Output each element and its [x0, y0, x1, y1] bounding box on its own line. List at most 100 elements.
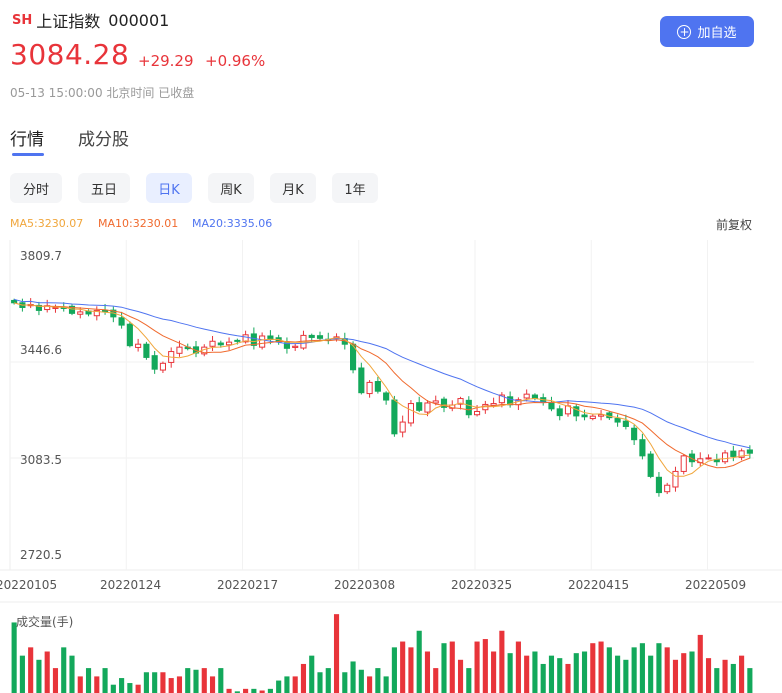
volume-bar	[300, 663, 307, 693]
volume-bar	[135, 684, 141, 693]
volume-label: 成交量(手)	[16, 615, 74, 629]
stock-name: 上证指数	[36, 12, 101, 31]
candle-body	[465, 399, 472, 416]
volume-bar	[276, 680, 282, 693]
candle-body	[730, 450, 737, 457]
volume-bar	[367, 676, 373, 693]
volume-bar	[127, 683, 133, 693]
volume-bar	[267, 688, 273, 693]
candle-body	[151, 355, 158, 370]
tab-active-indicator	[12, 153, 44, 156]
volume-bar	[193, 669, 199, 693]
volume-bar	[358, 669, 364, 693]
candle-body	[316, 335, 324, 339]
volume-bar	[631, 647, 637, 693]
volume-bar	[466, 668, 472, 693]
volume-bar	[400, 641, 406, 693]
volume-bar	[474, 641, 480, 693]
volume-bar	[457, 659, 464, 693]
y-tick-label: 3083.5	[20, 453, 62, 467]
candle-body	[242, 334, 249, 343]
volume-bar	[433, 668, 439, 693]
add-watchlist-label: 加自选	[697, 26, 737, 41]
volume-bar	[143, 672, 149, 693]
volume-bar	[491, 651, 497, 693]
volume-bar	[209, 676, 216, 693]
volume-bar	[110, 684, 116, 693]
candle-body	[68, 305, 76, 314]
candle-body	[93, 309, 100, 317]
candle-body	[631, 427, 638, 441]
volume-bar	[515, 641, 521, 693]
period-5day-button[interactable]: 五日	[78, 173, 130, 203]
volume-bar	[482, 639, 488, 693]
volume-bar	[697, 634, 703, 693]
volume-bar	[85, 668, 92, 693]
stock-code: 000001	[108, 10, 170, 30]
volume-bar	[416, 630, 422, 693]
volume-bar	[152, 672, 158, 693]
candle-body	[283, 342, 290, 349]
candle-body	[358, 367, 365, 394]
volume-bar	[548, 655, 555, 693]
volume-bar	[747, 668, 753, 693]
period-intraday-button[interactable]: 分时	[10, 173, 62, 203]
candle-body	[664, 484, 671, 493]
quote-time: 05-13 15:00:00 北京时间 已收盘	[10, 86, 195, 100]
volume-bar	[11, 622, 17, 693]
volume-bar	[292, 676, 298, 693]
volume-bar	[201, 668, 207, 693]
volume-bar	[565, 663, 571, 693]
y-tick-label: 3809.7	[20, 249, 62, 263]
candle-body	[126, 323, 133, 347]
candle-body	[159, 362, 166, 371]
volume-bar	[739, 655, 745, 693]
candle-body	[52, 306, 59, 309]
candle-body	[416, 402, 423, 411]
volume-bar	[672, 659, 679, 693]
volume-bar	[639, 643, 645, 693]
candle-body	[226, 341, 233, 346]
volume-bar	[77, 676, 83, 693]
candle-body	[440, 398, 448, 408]
ma20-line	[13, 298, 751, 449]
period-1year-button[interactable]: 1年	[332, 173, 378, 203]
period-weekly-button[interactable]: 周K	[208, 173, 254, 203]
kline-chart[interactable]: 3809.7 3446.6 3083.5 2720.5 20220105 20220124…	[0, 240, 782, 693]
volume-bar	[28, 647, 34, 693]
volume-bar	[52, 668, 59, 693]
candle-body	[746, 449, 753, 454]
candle-body	[292, 345, 299, 348]
candle-body	[622, 420, 629, 427]
volume-bar	[383, 676, 389, 693]
volume-bar	[606, 647, 612, 693]
volume-bar	[375, 668, 381, 693]
candle-body	[11, 299, 18, 304]
candle-body	[234, 339, 241, 342]
tab-quote[interactable]: 行情	[10, 130, 44, 150]
candle-body	[209, 340, 216, 347]
candle-body	[490, 403, 497, 406]
ma20-label: MA20:3335.06	[192, 217, 273, 230]
volume-bar	[656, 643, 662, 693]
volume-bar	[441, 643, 447, 693]
volume-bar	[325, 668, 331, 693]
candle-body	[548, 402, 555, 410]
adjust-mode-button[interactable]: 前复权	[716, 218, 753, 232]
volume-bar	[342, 672, 348, 693]
volume-bar	[449, 641, 455, 693]
ma10-line	[13, 302, 751, 469]
volume-bar	[391, 647, 397, 693]
price-change: +29.29	[138, 52, 194, 70]
volume-bar	[44, 651, 50, 693]
volume-bar	[218, 668, 224, 693]
volume-bar	[176, 676, 183, 693]
period-daily-button[interactable]: 日K	[146, 173, 192, 203]
volume-bar	[333, 614, 340, 693]
volume-bar	[119, 678, 125, 693]
tab-constituents[interactable]: 成分股	[78, 130, 129, 150]
x-tick-label: 20220308	[334, 578, 395, 592]
period-monthly-button[interactable]: 月K	[270, 173, 316, 203]
add-watchlist-button[interactable]: + 加自选	[660, 16, 754, 47]
x-tick-label: 20220325	[451, 578, 512, 592]
